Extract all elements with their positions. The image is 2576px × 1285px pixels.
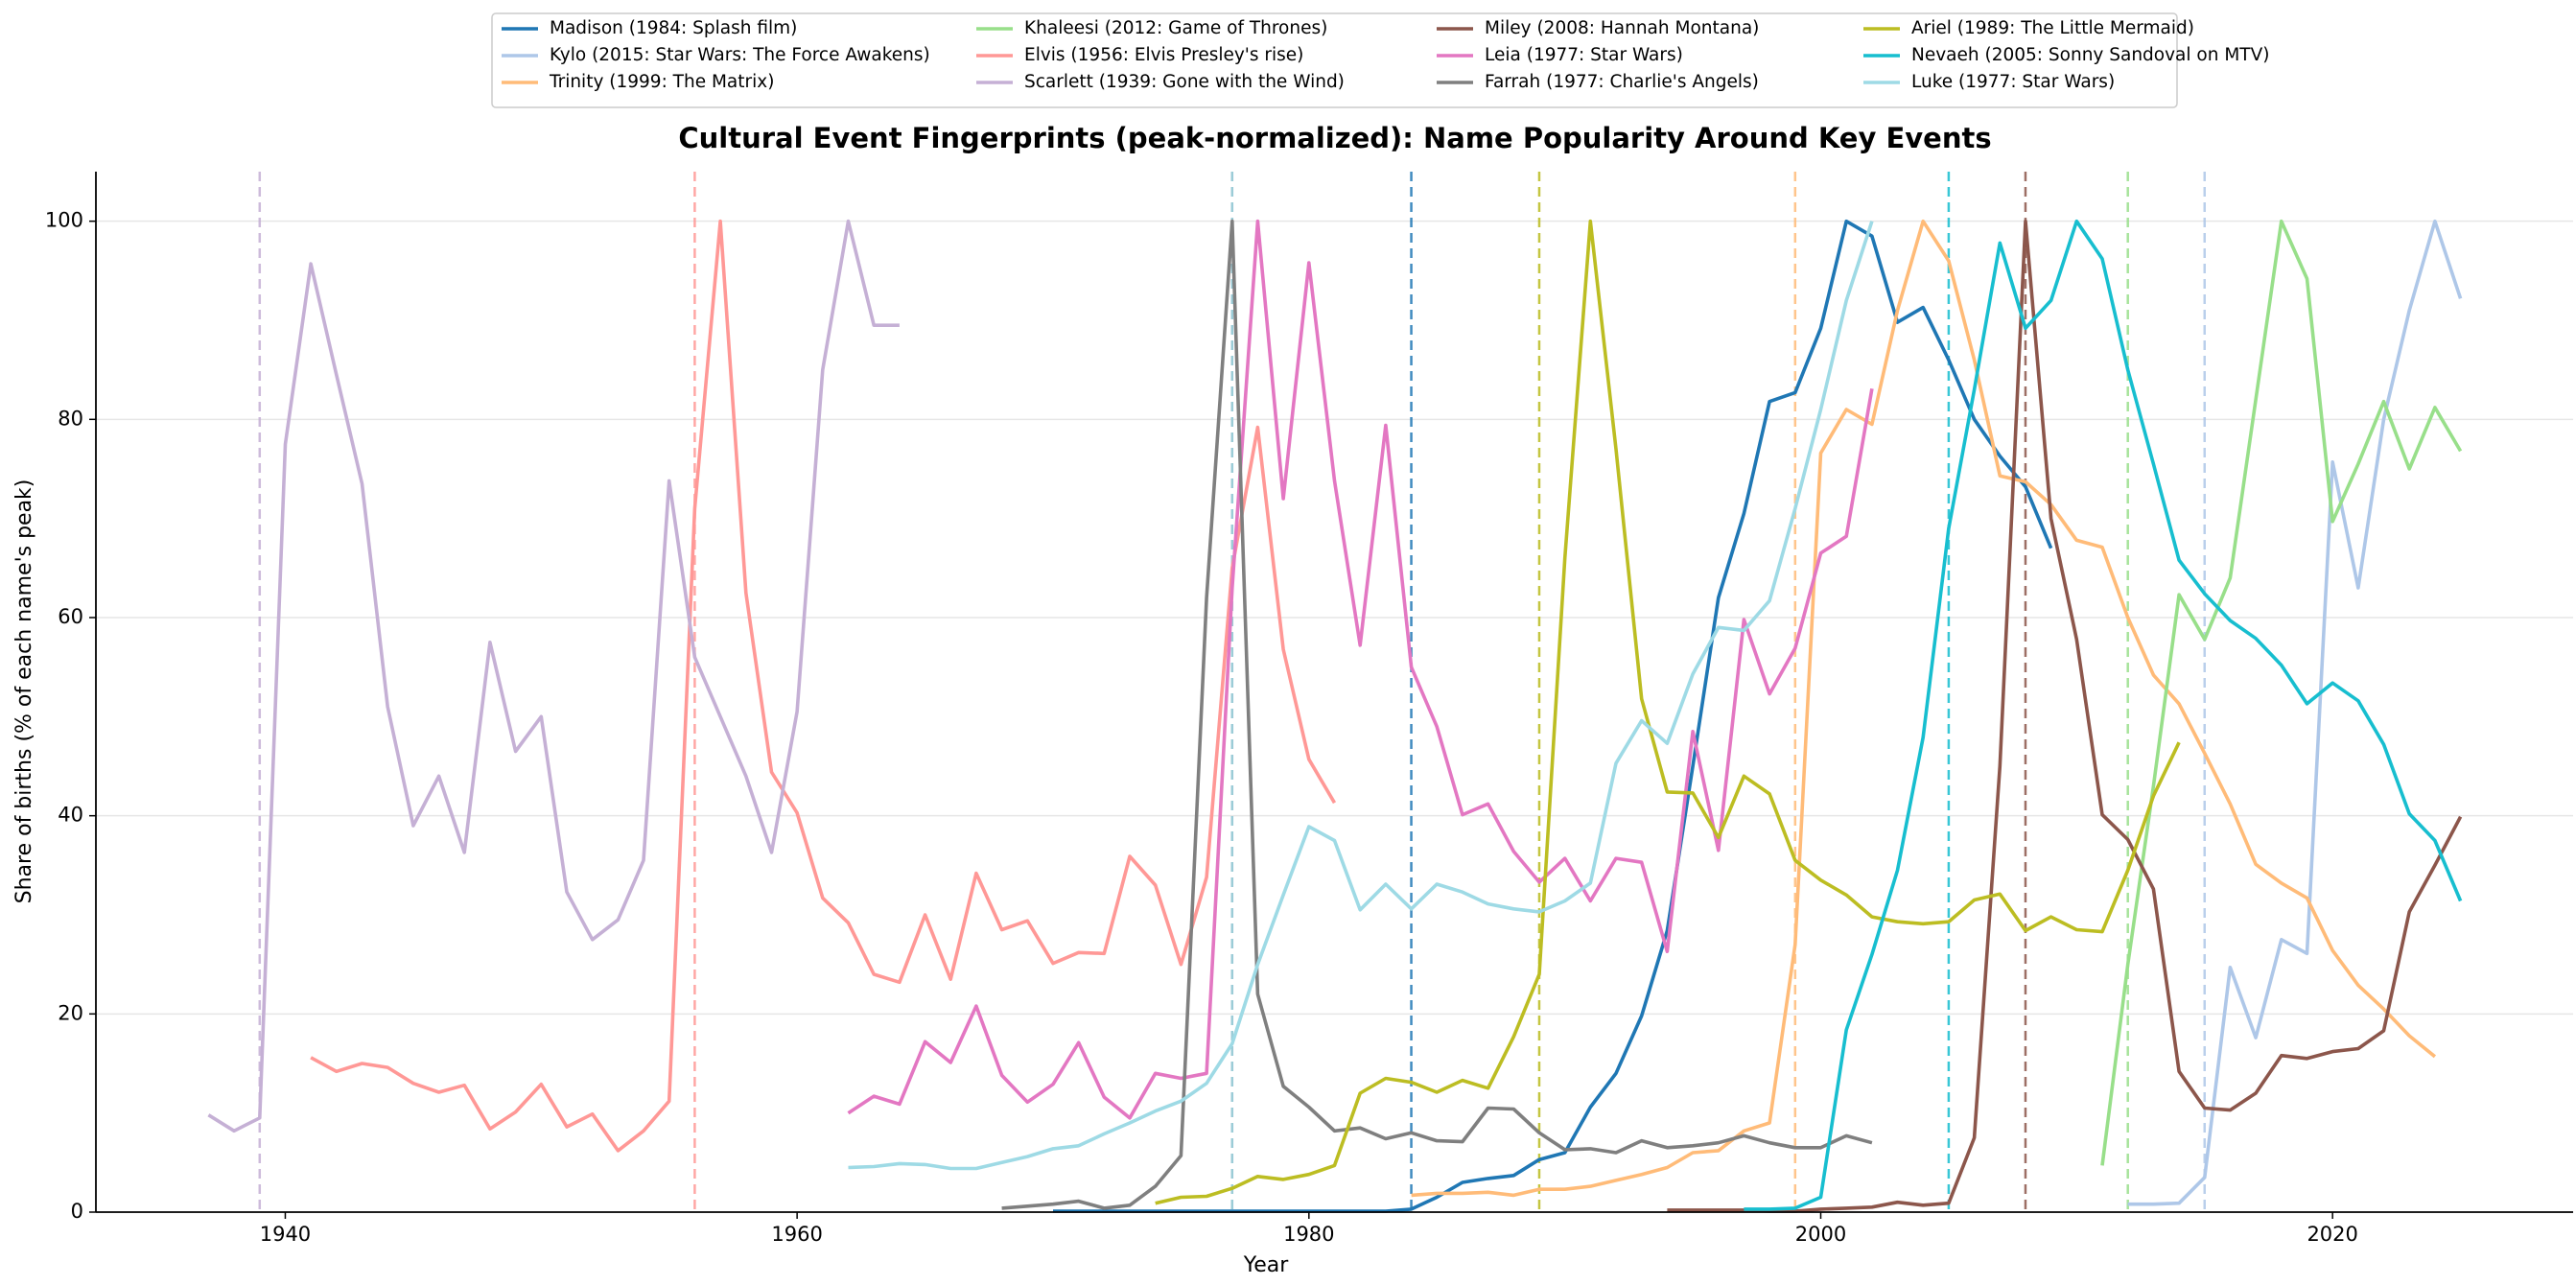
x-tick-label: 1940 bbox=[260, 1223, 311, 1246]
series-line bbox=[1667, 219, 2463, 1213]
legend-label: Ariel (1989: The Little Mermaid) bbox=[1911, 18, 2194, 38]
legend-label: Trinity (1999: The Matrix) bbox=[549, 72, 774, 92]
legend-label: Khaleesi (2012: Game of Thrones) bbox=[1024, 18, 1327, 38]
y-tick-label: 40 bbox=[58, 804, 83, 827]
x-axis-label: Year bbox=[1243, 1253, 1290, 1277]
series-line bbox=[1053, 219, 2053, 1213]
x-tick-label: 1960 bbox=[771, 1223, 822, 1246]
legend-label: Leia (1977: Star Wars) bbox=[1485, 45, 1683, 65]
legend-label: Elvis (1956: Elvis Presley's rise) bbox=[1024, 45, 1303, 65]
legend-label: Scarlett (1939: Gone with the Wind) bbox=[1024, 72, 1345, 92]
y-tick-label: 20 bbox=[58, 1001, 83, 1024]
series-line bbox=[847, 219, 1874, 1120]
x-tick-label: 1980 bbox=[1283, 1223, 1334, 1246]
y-tick-label: 100 bbox=[45, 209, 83, 232]
legend-label: Luke (1977: Star Wars) bbox=[1911, 72, 2115, 92]
series-line bbox=[310, 219, 1337, 1153]
legend-label: Nevaeh (2005: Sonny Sandoval on MTV) bbox=[1911, 45, 2269, 65]
y-tick-label: 60 bbox=[58, 605, 83, 628]
series-line bbox=[1411, 219, 2437, 1198]
x-tick-label: 2020 bbox=[2307, 1223, 2357, 1246]
x-tick-label: 2000 bbox=[1795, 1223, 1846, 1246]
series-line bbox=[848, 221, 1874, 1171]
series-line bbox=[1744, 219, 2463, 1211]
series-line bbox=[1001, 219, 1873, 1210]
legend-box bbox=[491, 12, 2178, 108]
legend-label: Farrah (1977: Charlie's Angels) bbox=[1485, 72, 1759, 92]
y-axis-label: Share of births (% of each name's peak) bbox=[12, 479, 36, 904]
legend-label: Miley (2008: Hannah Montana) bbox=[1485, 18, 1759, 38]
series-line bbox=[1155, 219, 2181, 1205]
y-tick-label: 80 bbox=[58, 407, 83, 430]
series-line bbox=[2127, 219, 2463, 1206]
legend-label: Madison (1984: Splash film) bbox=[550, 18, 797, 38]
series-line bbox=[2100, 219, 2463, 1166]
chart-title: Cultural Event Fingerprints (peak-normal… bbox=[678, 122, 1991, 154]
y-tick-label: 0 bbox=[71, 1200, 83, 1223]
legend-label: Kylo (2015: Star Wars: The Force Awakens… bbox=[550, 45, 930, 65]
series-line bbox=[207, 219, 900, 1133]
